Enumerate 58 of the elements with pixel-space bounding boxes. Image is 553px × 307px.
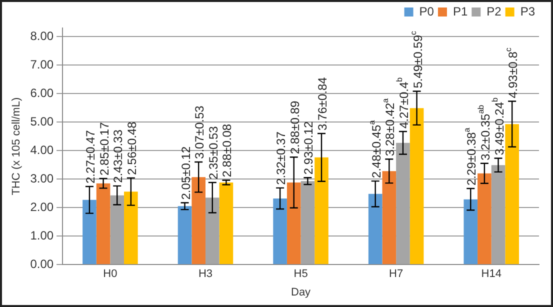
- data-label: 5.49±0.59c: [408, 30, 425, 88]
- data-label: 2.88±0.89: [288, 100, 302, 154]
- bar: [192, 177, 206, 264]
- bar: [478, 173, 492, 264]
- data-label: 2.93±0.12: [302, 121, 316, 175]
- bar: [124, 192, 138, 264]
- bar: [505, 124, 519, 264]
- legend-label: P3: [520, 4, 536, 18]
- bar: [82, 200, 96, 264]
- y-tick-label: 2.00: [30, 200, 54, 214]
- data-label: 2.29±0.38a: [462, 127, 479, 186]
- data-label: 3.76±0.84: [316, 76, 330, 130]
- data-label: 2.48±0.45a: [367, 120, 384, 178]
- y-tick-label: 6.00: [30, 86, 54, 100]
- data-label: 2.32±0.37: [274, 131, 288, 185]
- bar: [286, 182, 301, 264]
- bar: [464, 199, 478, 264]
- x-tick-label: H0: [103, 268, 118, 280]
- y-tick-label: 0.00: [30, 256, 54, 271]
- y-tick-label: 3.00: [30, 171, 54, 186]
- data-label: 4.93±0.8c: [504, 48, 520, 98]
- bar: [110, 195, 124, 264]
- data-label: 2.56±0.48: [124, 121, 139, 175]
- y-tick-label: 1.00: [30, 228, 54, 242]
- bar: [410, 108, 424, 264]
- y-tick-label: 7.00: [30, 57, 54, 72]
- data-label: 2.35±0.53: [206, 126, 220, 180]
- bar: [314, 157, 328, 264]
- x-tick-label: H3: [198, 268, 213, 280]
- legend-label: P0: [419, 4, 434, 18]
- y-tick-label: 4.00: [30, 142, 54, 157]
- legend-label: P2: [486, 4, 502, 18]
- x-tick-label: H5: [294, 268, 308, 280]
- x-tick-label: H7: [389, 268, 404, 280]
- data-label: 2.27±0.47: [83, 130, 98, 184]
- y-tick-label: 5.00: [30, 114, 54, 128]
- data-label: 2.85±0.17: [97, 122, 112, 176]
- data-label: 3.2±0.35ab: [476, 104, 492, 160]
- bar: [178, 206, 192, 264]
- data-label: 4.27±0.4b: [394, 76, 411, 128]
- bar: [491, 165, 506, 264]
- y-tick-label: 8.00: [30, 28, 54, 43]
- legend-label: P1: [452, 4, 468, 18]
- bar: [368, 194, 382, 264]
- data-label: 3.28±0.42a: [381, 98, 398, 156]
- bar: [219, 182, 234, 264]
- data-label: 2.05±0.12: [178, 146, 193, 200]
- y-axis-title: THC (x 105 cell/mL): [10, 97, 23, 196]
- bar: [96, 183, 110, 264]
- bar: [205, 198, 220, 264]
- bar: [273, 198, 287, 264]
- data-label: 3.49±0.24b: [490, 96, 506, 156]
- data-label: 2.88±0.08: [220, 124, 234, 178]
- data-label: 2.43±0.33: [111, 129, 126, 183]
- x-axis-title: Day: [290, 286, 312, 298]
- data-label: 3.07±0.53: [192, 105, 207, 159]
- bar: [382, 171, 396, 264]
- x-tick-label: H14: [481, 268, 502, 280]
